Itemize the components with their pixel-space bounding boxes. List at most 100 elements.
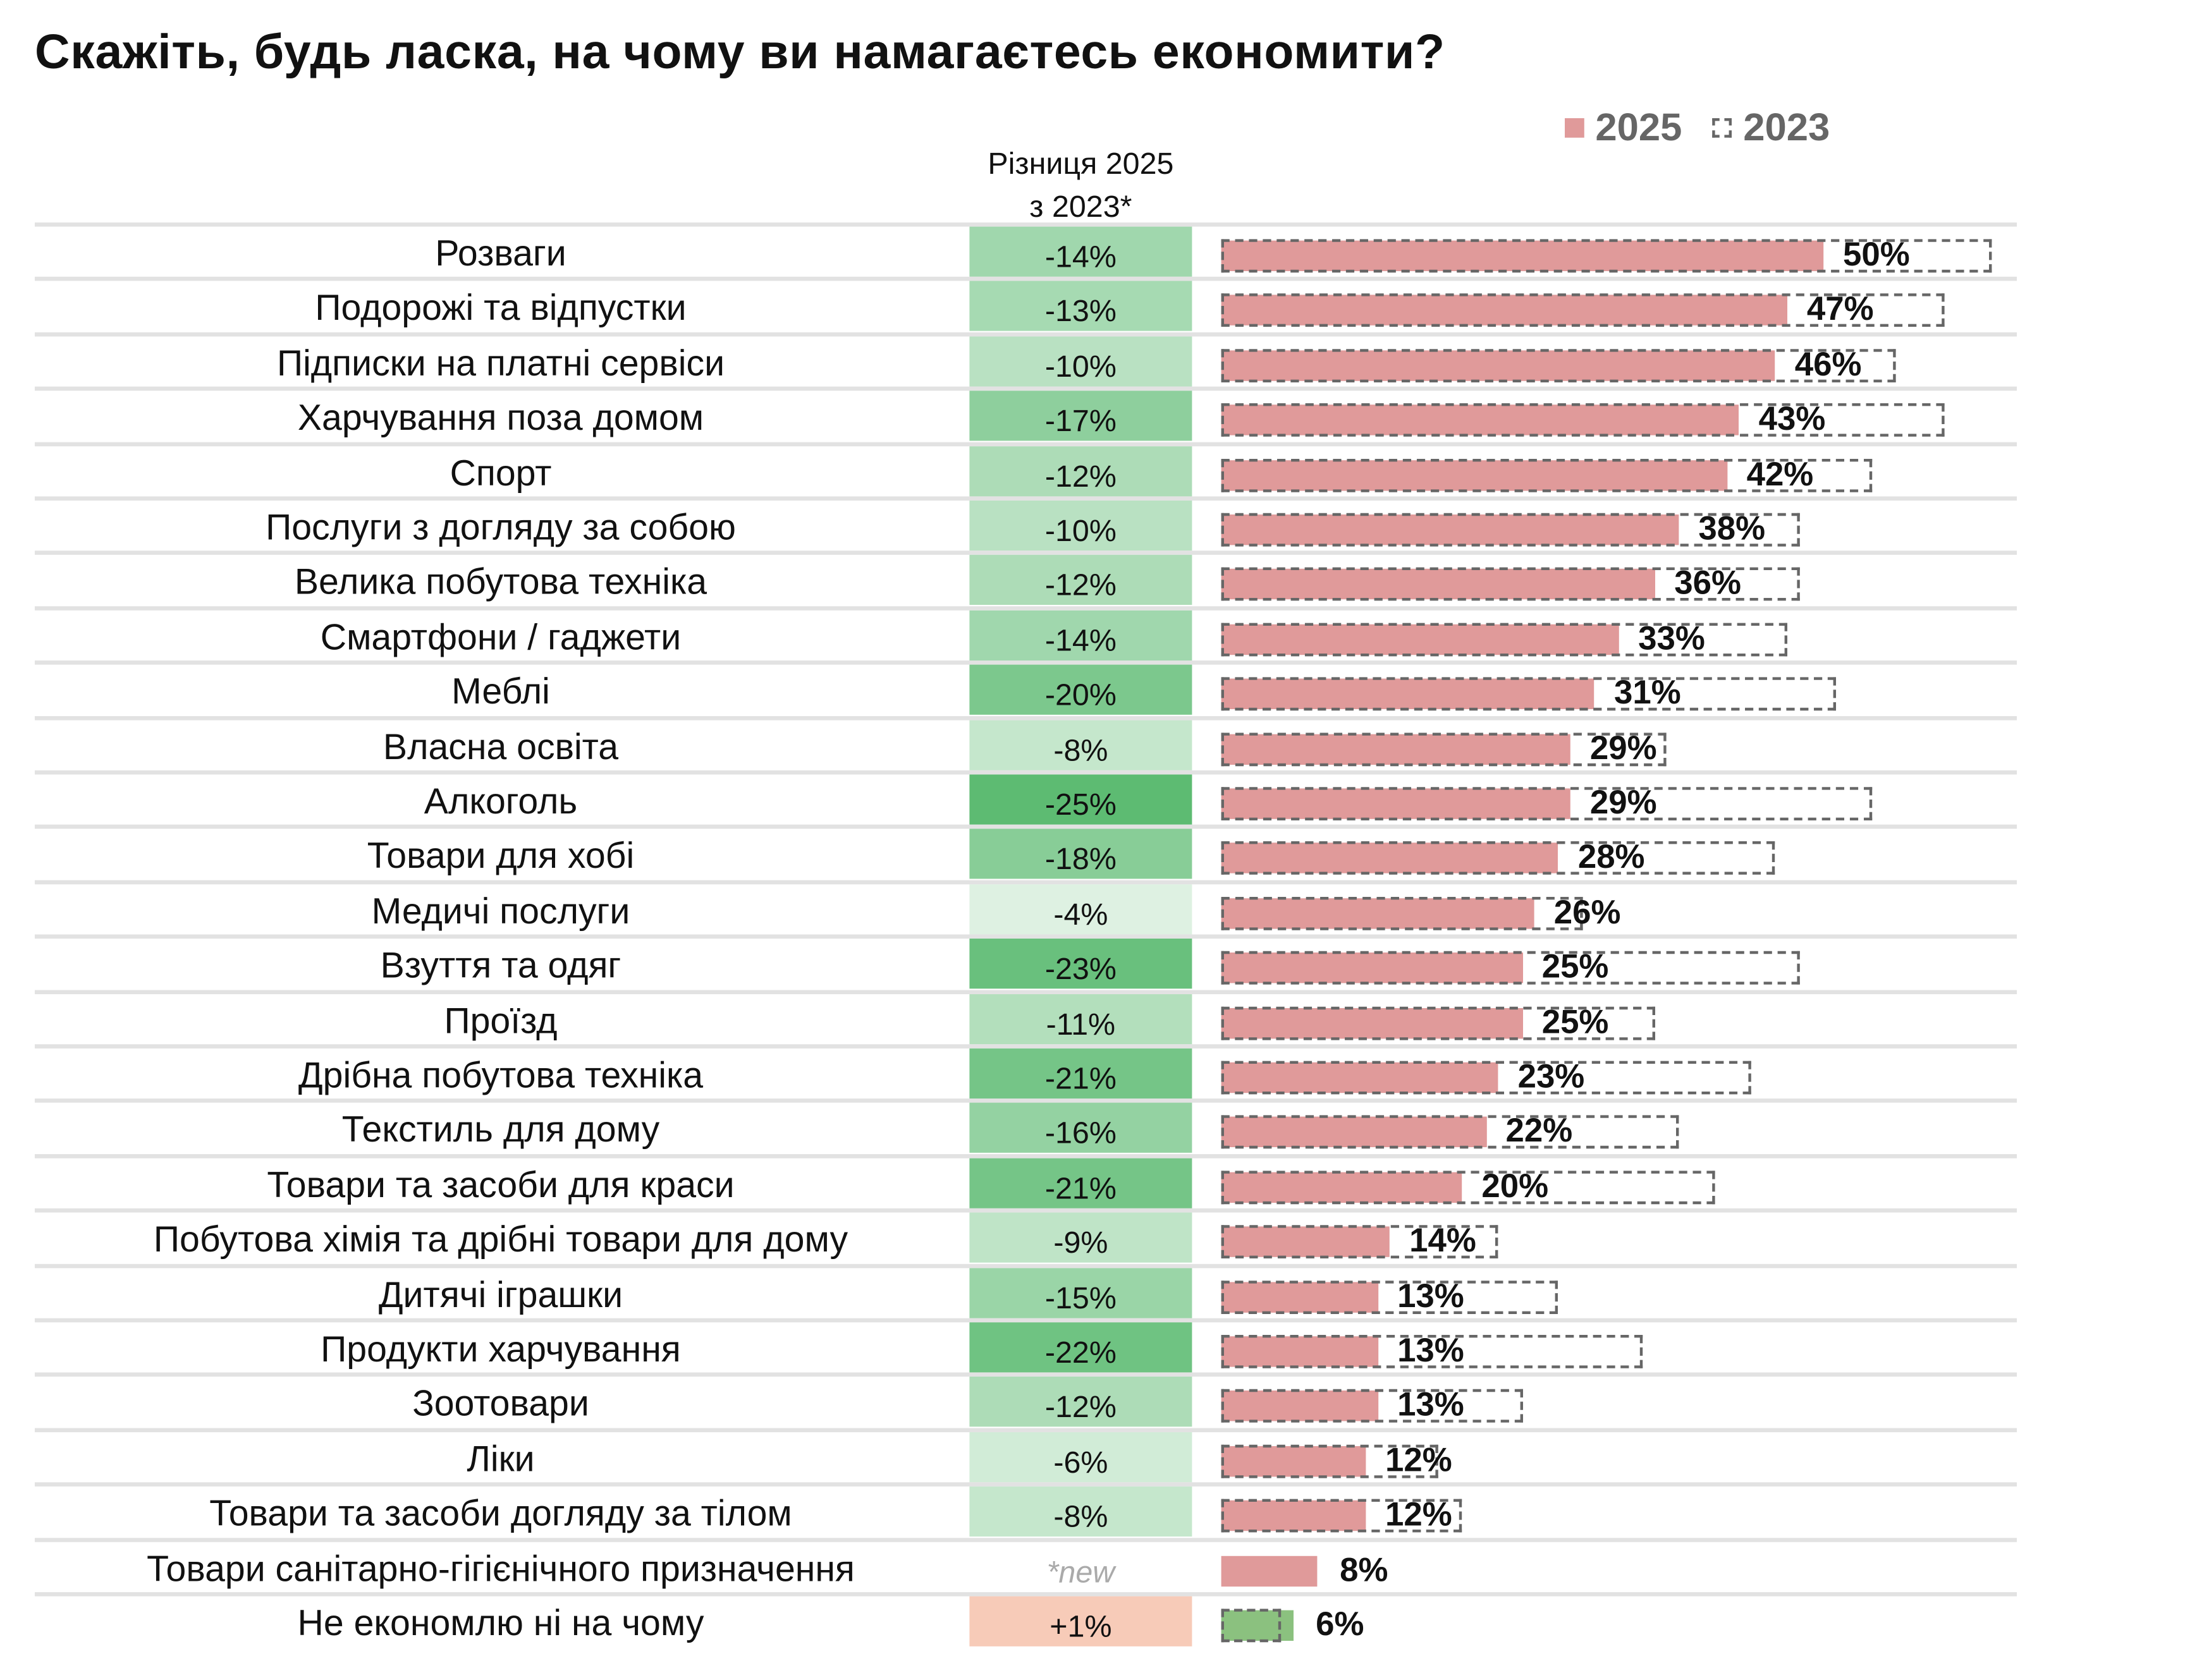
diff-cell: -12% xyxy=(969,446,1192,496)
diff-cell: -16% xyxy=(969,1103,1192,1153)
bar-2025 xyxy=(1221,788,1571,819)
bar-2023 xyxy=(1221,732,1667,766)
category-label: Дитячі іграшки xyxy=(378,1273,623,1315)
bar-2023 xyxy=(1221,403,1944,437)
diff-cell: -8% xyxy=(969,719,1192,770)
table-row: Текстиль для дому -16% 22% xyxy=(35,1099,2017,1154)
bar-2025 xyxy=(1221,1007,1522,1038)
diff-cell: -4% xyxy=(969,884,1192,934)
value-label: 43% xyxy=(1758,401,1826,439)
diff-cell: -25% xyxy=(969,774,1192,825)
bar-2025 xyxy=(1221,1555,1318,1586)
table-row: Зоотовари -12% 13% xyxy=(35,1373,2017,1428)
bar-2023 xyxy=(1221,841,1775,875)
diff-cell: -10% xyxy=(969,501,1192,551)
diff-cell: -14% xyxy=(969,610,1192,660)
category-label: Алкоголь xyxy=(424,780,578,822)
category-label: Дрібна побутова техніка xyxy=(298,1054,704,1096)
category-label: Товари та засоби догляду за тілом xyxy=(209,1492,792,1535)
value-label: 25% xyxy=(1541,1003,1609,1041)
bar-2023 xyxy=(1221,951,1800,985)
category-label: Меблі xyxy=(451,670,550,712)
diff-cell: -21% xyxy=(969,1048,1192,1099)
diff-cell: -12% xyxy=(969,1377,1192,1428)
bar-2025 xyxy=(1221,953,1522,983)
table-row: Меблі -20% 31% xyxy=(35,660,2017,715)
diff-cell: +1% xyxy=(969,1596,1192,1647)
bar-2023 xyxy=(1221,896,1583,930)
bar-2025 xyxy=(1221,1062,1498,1093)
bar-2025 xyxy=(1221,1446,1366,1476)
table-row: Взуття та одяг -23% 25% xyxy=(35,934,2017,990)
table-row: Дитячі іграшки -15% 13% xyxy=(35,1263,2017,1318)
table-row: Послуги з догляду за собою -10% 38% xyxy=(35,496,2017,551)
table-row: Алкоголь -25% 29% xyxy=(35,770,2017,825)
value-label: 22% xyxy=(1505,1112,1573,1151)
legend-label-2025: 2025 xyxy=(1595,106,1682,149)
category-label: Смартфони / гаджети xyxy=(320,616,682,658)
value-label: 13% xyxy=(1397,1332,1464,1370)
table-row: Товари та засоби для краси -21% 20% xyxy=(35,1153,2017,1209)
diff-cell: -18% xyxy=(969,829,1192,880)
value-label: 47% xyxy=(1806,291,1874,329)
table-row: Подорожі та відпустки -13% 47% xyxy=(35,277,2017,332)
value-label: 38% xyxy=(1698,510,1766,548)
table-row: Спорт -12% 42% xyxy=(35,441,2017,497)
legend-swatch-2023 xyxy=(1712,118,1732,138)
value-label: 28% xyxy=(1577,839,1645,877)
diff-header-line2: з 2023* xyxy=(1029,189,1132,224)
category-label: Харчування поза домом xyxy=(297,396,704,439)
category-label: Підписки на платні сервіси xyxy=(276,341,725,384)
value-label: 13% xyxy=(1397,1277,1464,1315)
bar-2025 xyxy=(1221,295,1788,326)
diff-cell: -20% xyxy=(969,665,1192,715)
bar-2023 xyxy=(1221,513,1800,547)
bar-2023 xyxy=(1221,1006,1655,1040)
value-label: 23% xyxy=(1517,1058,1585,1096)
bar-2023 xyxy=(1221,1444,1438,1478)
table-row: Підписки на платні сервіси -10% 46% xyxy=(35,332,2017,387)
value-label: 36% xyxy=(1674,565,1741,603)
value-label: 46% xyxy=(1794,346,1862,384)
diff-header: Різниця 2025 з 2023* xyxy=(941,142,1220,228)
value-label: 25% xyxy=(1541,948,1609,987)
diff-header-line1: Різниця 2025 xyxy=(988,146,1174,181)
diff-cell: -12% xyxy=(969,555,1192,606)
category-label: Послуги з догляду за собою xyxy=(266,506,736,548)
legend: 2025 2023 xyxy=(1565,106,1830,150)
bar-2025 xyxy=(1221,843,1559,874)
bar-2023 xyxy=(1221,1280,1559,1314)
diff-cell: -14% xyxy=(969,226,1192,277)
bar-2025 xyxy=(1221,1226,1390,1258)
value-label: 31% xyxy=(1613,674,1681,712)
category-label: Продукти харчування xyxy=(321,1328,681,1370)
value-label: 29% xyxy=(1589,784,1657,822)
table-row: Власна освіта -8% 29% xyxy=(35,715,2017,770)
value-label: 42% xyxy=(1746,455,1814,494)
diff-cell: -15% xyxy=(969,1267,1192,1318)
diff-cell: *new xyxy=(1046,1554,1115,1589)
bar-2025 xyxy=(1221,405,1739,436)
value-label: 26% xyxy=(1553,894,1621,932)
table-row: Товари санітарно-гігієнічного призначенн… xyxy=(35,1537,2017,1592)
table-row: Дрібна побутова техніка -21% 23% xyxy=(35,1044,2017,1099)
bar-2023 xyxy=(1221,677,1836,711)
value-label: 6% xyxy=(1316,1606,1364,1644)
bar-2023 xyxy=(1221,1170,1715,1204)
diff-cell: -17% xyxy=(969,391,1192,441)
table-row: Продукти харчування -22% 13% xyxy=(35,1318,2017,1373)
category-label: Подорожі та відпустки xyxy=(315,287,687,329)
bar-2023 xyxy=(1221,1225,1498,1259)
category-label: Власна освіта xyxy=(383,725,619,767)
table-row: Харчування поза домом -17% 43% xyxy=(35,387,2017,442)
category-label: Товари та засоби для краси xyxy=(267,1163,735,1205)
diff-cell: -21% xyxy=(969,1158,1192,1208)
category-label: Медичі послуги xyxy=(371,889,630,932)
diff-cell: -10% xyxy=(969,336,1192,387)
bar-2025 xyxy=(1221,679,1595,710)
bar-2025 xyxy=(1221,350,1775,381)
table-row: Велика побутова техніка -12% 36% xyxy=(35,551,2017,606)
category-label: Ліки xyxy=(467,1437,535,1480)
bar-2023 xyxy=(1221,568,1800,602)
